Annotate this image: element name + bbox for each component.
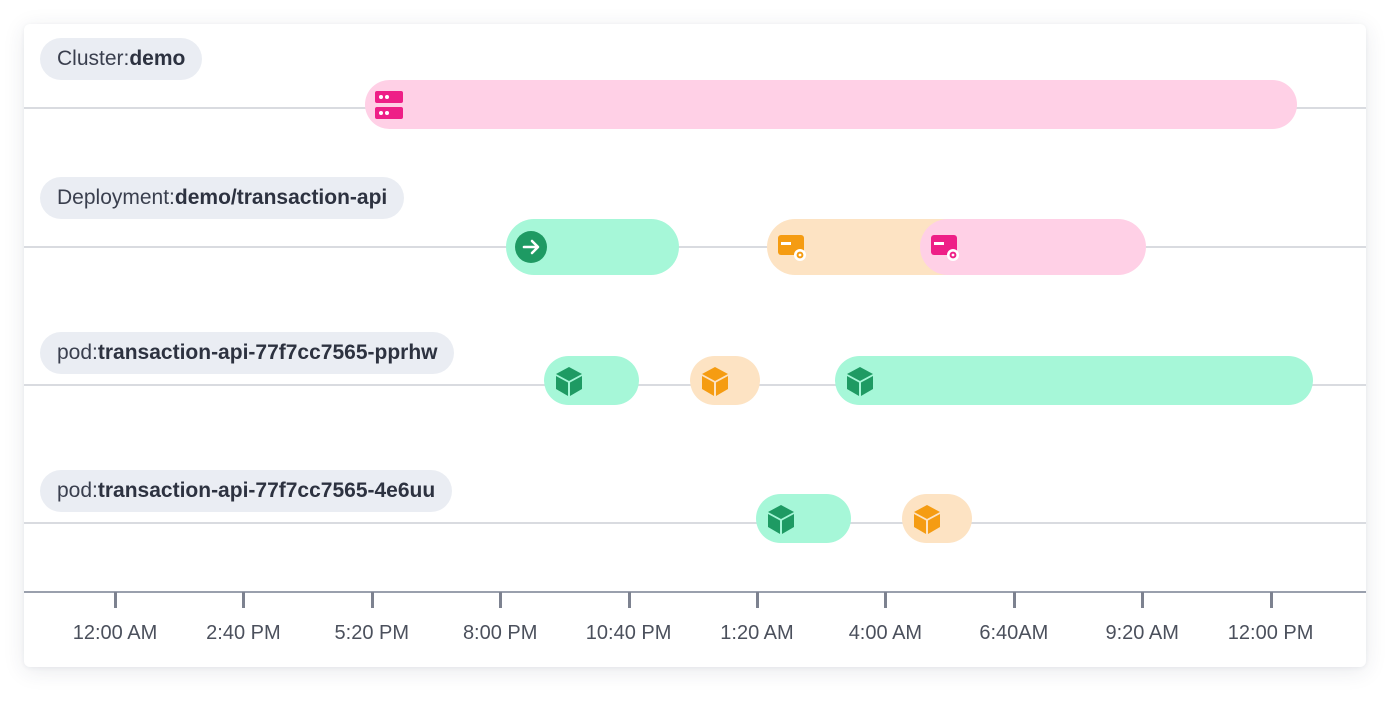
row-label-key: Cluster: (57, 47, 130, 70)
row-label-key: pod: (57, 341, 98, 364)
time-axis-tick-label: 4:00 AM (848, 622, 923, 644)
time-axis-tick (1269, 592, 1273, 608)
time-axis-tick-label: 10:40 PM (585, 622, 672, 644)
row-label-value: demo/transaction-api (174, 186, 388, 209)
arrow-right-circle-icon (515, 231, 547, 263)
time-axis-tick-label: 2:40 PM (206, 622, 281, 644)
row-track-line (24, 522, 1366, 524)
cube-icon (914, 504, 940, 534)
time-axis-tick (242, 592, 246, 608)
cube-icon (847, 366, 873, 396)
row-label-value: transaction-api-77f7cc7565-pprhw (97, 341, 438, 364)
time-axis-tick-label: 1:20 AM (720, 622, 794, 644)
time-axis-tick (884, 592, 888, 608)
row-label-pod: pod:transaction-api-77f7cc7565-pprhw (40, 332, 455, 374)
pod-event-bar[interactable] (902, 494, 972, 543)
row-label-value: demo (129, 47, 186, 70)
pod-event-bar[interactable] (544, 356, 639, 405)
time-axis-tick-label: 12:00 AM (72, 622, 158, 644)
time-axis-tick (1012, 592, 1016, 608)
server-icon (375, 90, 403, 119)
cube-icon (702, 366, 728, 396)
row-track-line (24, 246, 1366, 248)
deployment-update-bar-pink[interactable] (920, 219, 1146, 275)
timeline-row-pod-pprhw: pod:transaction-api-77f7cc7565-pprhw (24, 301, 1366, 439)
timeline-row-pod-4e6uu: pod:transaction-api-77f7cc7565-4e6uu (24, 439, 1366, 577)
time-axis-tick (114, 592, 117, 608)
timeline-card: Cluster:demo Deployment:demo/transaction… (24, 24, 1366, 667)
time-axis-tick-label: 9:20 AM (1105, 622, 1179, 644)
pod-event-bar[interactable] (756, 494, 851, 543)
time-axis-tick (370, 592, 374, 608)
row-label-value: transaction-api-77f7cc7565-4e6uu (97, 479, 436, 502)
row-label-deployment: Deployment:demo/transaction-api (40, 177, 405, 219)
pod-event-bar[interactable] (690, 356, 760, 405)
row-label-pod: pod:transaction-api-77f7cc7565-4e6uu (40, 470, 453, 512)
time-axis-tick (627, 592, 631, 608)
time-axis-tick (756, 592, 759, 608)
row-label-key: pod: (57, 479, 98, 502)
time-axis (24, 591, 1366, 593)
cluster-event-bar[interactable] (365, 80, 1297, 129)
row-label-key: Deployment: (57, 186, 175, 209)
cube-icon (556, 366, 582, 396)
time-axis-tick-label: 8:00 PM (462, 622, 538, 644)
time-axis-tick (1141, 592, 1145, 608)
timeline-row-deployment: Deployment:demo/transaction-api (24, 163, 1366, 301)
time-axis-tick-label: 5:20 PM (334, 622, 410, 644)
timeline-row-cluster: Cluster:demo (24, 24, 1366, 162)
row-label-cluster: Cluster:demo (40, 38, 203, 80)
config-window-icon (778, 235, 806, 261)
time-axis-tick-label: 12:00 PM (1227, 622, 1314, 644)
deployment-start-bar[interactable] (506, 219, 679, 275)
config-window-icon (931, 235, 959, 261)
time-axis-tick (499, 592, 503, 608)
pod-event-bar[interactable] (835, 356, 1313, 405)
time-axis-tick-label: 6:40AM (979, 622, 1049, 644)
cube-icon (768, 504, 794, 534)
